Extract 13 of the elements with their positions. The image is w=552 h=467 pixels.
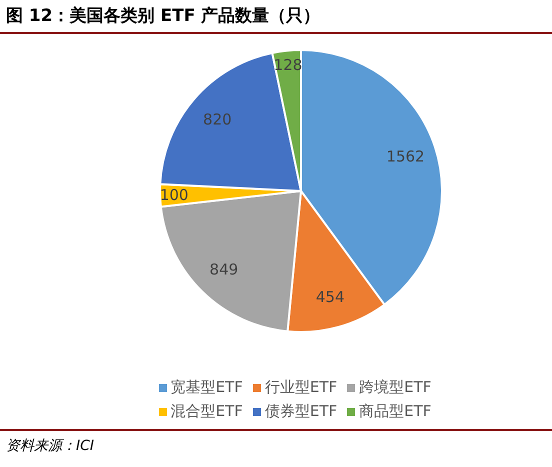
- legend-label: 宽基型ETF: [170, 378, 243, 396]
- data-label: 849: [210, 260, 238, 278]
- legend-label: 混合型ETF: [170, 402, 243, 420]
- legend-label: 行业型ETF: [264, 378, 338, 396]
- data-label: 454: [316, 288, 345, 306]
- legend-label: 商品型ETF: [359, 402, 432, 420]
- data-label: 100: [160, 186, 188, 204]
- legend-label: 跨境型ETF: [359, 378, 432, 396]
- data-label: 820: [203, 110, 232, 129]
- chart-title: 图 12：美国各类别 ETF 产品数量（只）: [0, 0, 552, 34]
- data-label: 1562: [386, 148, 425, 166]
- legend-label: 债券型ETF: [264, 402, 338, 420]
- text: 资料来源：ICI: [6, 438, 94, 454]
